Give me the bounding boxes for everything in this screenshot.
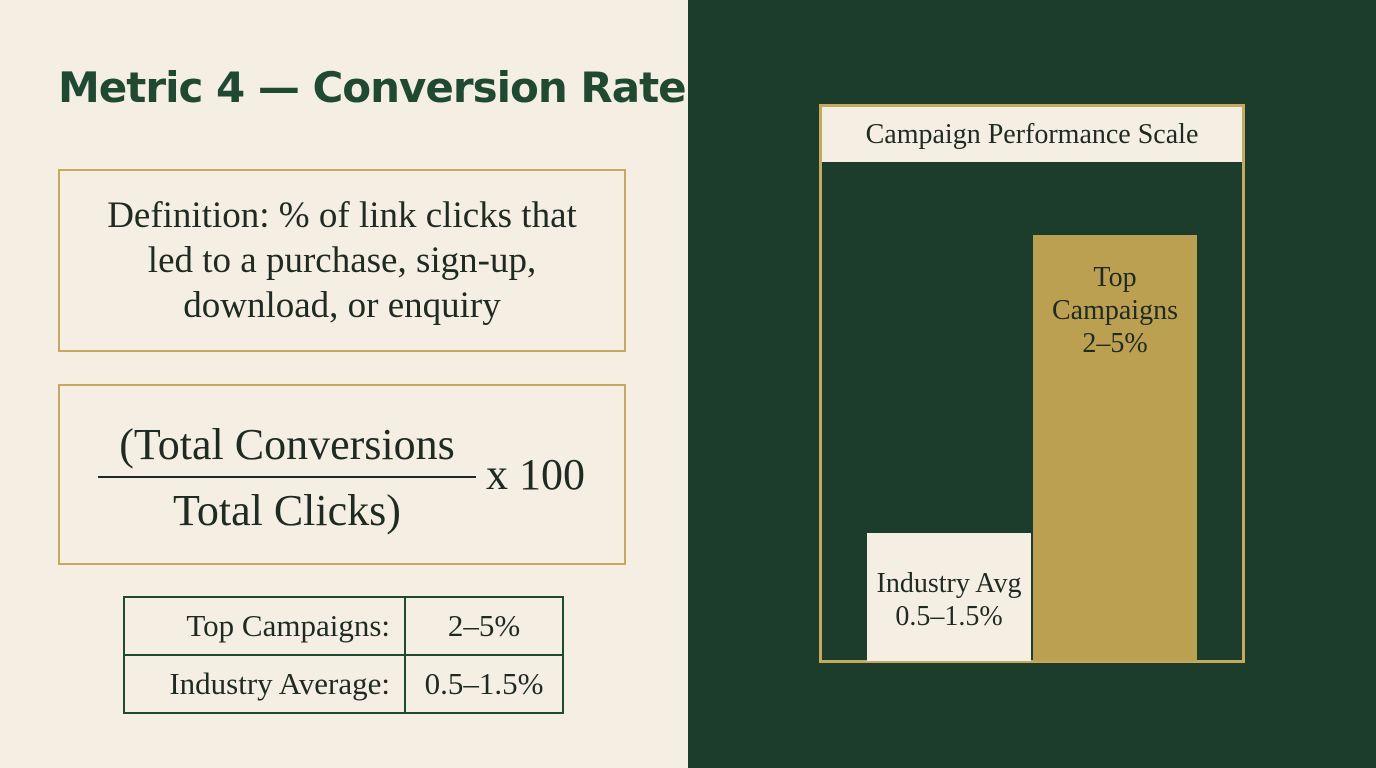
formula-numerator: (Total Conversions <box>119 420 455 469</box>
bar-value-label: 0.5–1.5% <box>895 601 1003 632</box>
bar-value-label: 2–5% <box>1082 328 1148 359</box>
benchmark-value: 2–5% <box>404 596 564 656</box>
fraction-line <box>98 476 476 478</box>
bar-industry-avg: Industry Avg 0.5–1.5% <box>867 533 1031 661</box>
benchmark-label: Top Campaigns: <box>123 596 406 656</box>
formula-fraction: (Total Conversions Total Clicks) <box>98 418 476 538</box>
bar-category-label: Top Campaigns <box>1052 262 1178 326</box>
benchmark-value: 0.5–1.5% <box>404 654 564 714</box>
definition-text: Definition: % of link clicks that led to… <box>107 195 577 326</box>
bar-top-campaigns: Top Campaigns 2–5% <box>1033 235 1197 661</box>
formula-box: (Total Conversions Total Clicks) x 100 <box>58 384 626 565</box>
bar-category-label: Industry Avg <box>876 568 1022 599</box>
table-row: Industry Average: 0.5–1.5% <box>123 654 564 714</box>
benchmark-table: Top Campaigns: 2–5% Industry Average: 0.… <box>123 596 564 714</box>
table-row: Top Campaigns: 2–5% <box>123 596 564 656</box>
definition-box: Definition: % of link clicks that led to… <box>58 169 626 352</box>
chart-frame <box>819 104 1245 663</box>
chart-title: Campaign Performance Scale <box>822 107 1242 162</box>
formula-denominator: Total Clicks) <box>173 486 401 535</box>
benchmark-label: Industry Average: <box>123 654 406 714</box>
slide-title: Metric 4 — Conversion Rate <box>58 63 687 112</box>
formula-multiplier: x 100 <box>486 450 585 499</box>
